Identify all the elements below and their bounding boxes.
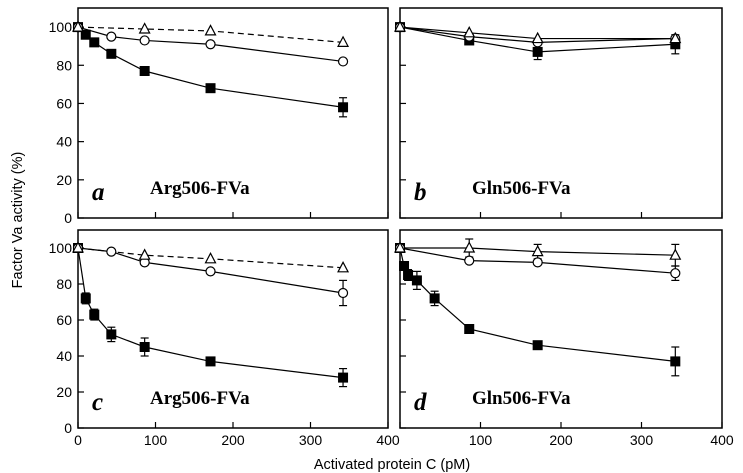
data-point-square — [89, 309, 100, 320]
y-tick-label: 40 — [56, 348, 72, 364]
data-point-square — [106, 329, 117, 340]
panel-title: Arg506-FVa — [150, 178, 250, 199]
x-tick-label: 100 — [144, 432, 168, 448]
data-point-triangle — [394, 20, 406, 32]
x-axis-label: Activated protein C (pM) — [314, 457, 470, 473]
data-point-square — [403, 270, 414, 280]
x-tick-label: 0 — [74, 432, 82, 448]
x-tick-label: 300 — [299, 432, 323, 448]
panel-d: 100 200 300 400 d Gln506-FVa — [394, 229, 734, 448]
panel-c: 0 20 40 60 80 100 0 100 200 300 400 c Arg506-FVa — [49, 229, 400, 448]
y-tick-label: 60 — [56, 95, 72, 111]
panel-title: Gln506-FVa — [472, 388, 571, 409]
panel-letter: b — [414, 179, 427, 206]
data-point-triangle — [72, 20, 84, 32]
data-point-square — [80, 29, 91, 40]
panel-title: Arg506-FVa — [150, 388, 250, 409]
data-point-square — [338, 102, 349, 113]
data-point-circle — [106, 246, 117, 257]
y-tick-label: 80 — [56, 276, 72, 292]
y-tick-label: 0 — [64, 210, 72, 226]
series-line-filled-square — [399, 26, 676, 53]
data-point-square — [399, 261, 410, 271]
y-tick-label: 100 — [49, 19, 73, 35]
x-tick-label: 400 — [710, 432, 734, 448]
x-tick-label: 200 — [549, 432, 573, 448]
data-point-square — [338, 372, 349, 383]
data-point-triangle — [204, 24, 217, 36]
data-point-square — [205, 83, 216, 94]
data-point-triangle — [394, 241, 406, 253]
data-point-circle — [532, 257, 543, 268]
data-point-triangle — [337, 261, 350, 273]
data-point-square — [532, 46, 543, 57]
series-line-open-triangle — [400, 247, 676, 256]
data-point-square — [106, 48, 117, 59]
series-line-open-triangle — [399, 26, 676, 40]
data-point-triangle — [204, 252, 217, 264]
x-tick-label: 200 — [221, 432, 245, 448]
y-tick-label: 100 — [49, 240, 73, 256]
data-point-circle — [464, 255, 475, 266]
data-point-square — [429, 293, 440, 304]
y-tick-label: 20 — [56, 172, 72, 188]
data-point-circle — [106, 31, 117, 42]
series-line-open-circle — [399, 26, 676, 43]
data-point-circle — [205, 266, 216, 277]
data-point-square — [139, 342, 150, 352]
panel-title: Gln506-FVa — [472, 178, 571, 199]
data-point-triangle — [669, 248, 682, 260]
data-point-square — [464, 324, 475, 334]
series-line-open-triangle — [77, 26, 344, 43]
panel-letter: a — [92, 179, 105, 206]
data-point-circle — [337, 56, 349, 67]
x-tick-label: 300 — [630, 432, 654, 448]
data-point-triangle — [138, 22, 151, 34]
data-point-triangle — [72, 241, 84, 253]
panel-b: b Gln506-FVa — [394, 7, 723, 219]
data-point-square — [532, 340, 543, 351]
data-point-square — [89, 37, 100, 48]
data-point-square — [139, 66, 150, 76]
data-point-triangle — [337, 35, 350, 47]
data-point-square — [205, 356, 216, 367]
data-point-triangle — [531, 31, 544, 44]
data-point-circle — [670, 268, 681, 279]
y-tick-label: 0 — [64, 420, 72, 436]
series-line-open-circle — [399, 247, 676, 274]
data-point-triangle — [138, 248, 151, 260]
x-tick-label: 100 — [469, 432, 493, 448]
y-tick-label: 80 — [56, 57, 72, 73]
data-point-triangle — [531, 244, 544, 257]
x-tick-label: 400 — [376, 432, 400, 448]
data-point-square — [80, 293, 91, 304]
y-axis-label: Factor Va activity (%) — [10, 152, 26, 289]
y-tick-label: 40 — [56, 134, 72, 150]
data-point-circle — [205, 39, 216, 50]
data-point-square — [670, 39, 681, 50]
panel-a: 0 20 40 60 80 100 a Arg506-FVa — [49, 7, 389, 226]
data-point-square — [670, 356, 681, 367]
data-point-circle — [139, 35, 150, 46]
data-point-square — [411, 275, 422, 286]
data-point-circle — [337, 287, 349, 299]
data-point-triangle — [463, 241, 476, 253]
panel-letter: d — [414, 389, 427, 416]
panel-letter: c — [92, 389, 103, 416]
y-tick-label: 20 — [56, 384, 72, 400]
data-point-triangle — [463, 26, 476, 38]
data-point-triangle — [669, 31, 682, 44]
y-tick-label: 60 — [56, 312, 72, 328]
